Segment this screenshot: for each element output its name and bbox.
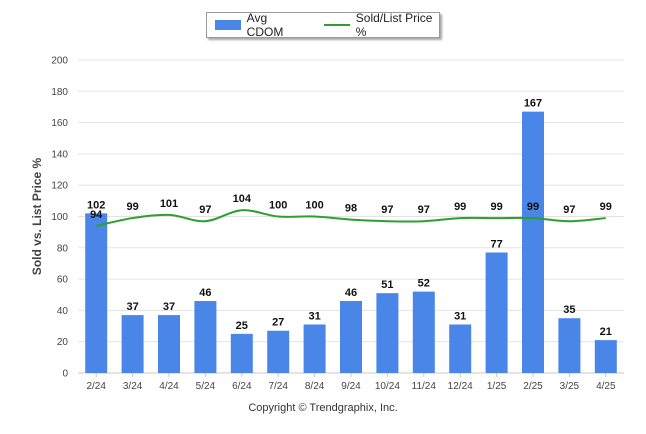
- bar: [230, 333, 253, 373]
- y-tick-label: 80: [57, 243, 69, 254]
- line-data-label: 98: [345, 203, 357, 215]
- bar: [121, 315, 144, 373]
- legend-line-swatch: [324, 24, 350, 26]
- legend: Avg CDOM Sold/List Price %: [206, 11, 440, 39]
- y-tick-label: 120: [51, 181, 68, 192]
- y-tick-label: 200: [51, 56, 68, 67]
- y-tick-label: 100: [51, 212, 68, 223]
- y-tick-label: 0: [62, 369, 68, 380]
- copyright-text: Copyright © Trendgraphix, Inc.: [248, 402, 398, 414]
- bar: [412, 291, 435, 373]
- bar: [558, 318, 581, 373]
- bar-data-label: 51: [381, 279, 393, 291]
- line-data-label: 97: [199, 204, 211, 216]
- bar: [522, 111, 544, 374]
- bar: [194, 301, 217, 373]
- bar-data-label: 31: [454, 310, 466, 322]
- bar-data-label: 21: [600, 326, 612, 338]
- x-tick-label: 3/24: [123, 381, 143, 392]
- bar-data-label: 77: [490, 238, 502, 250]
- line-data-label: 94: [90, 209, 103, 221]
- bar-data-label: 37: [126, 301, 138, 313]
- bar-data-label: 52: [418, 278, 430, 290]
- line-data-label: 99: [454, 201, 466, 213]
- bar: [485, 252, 508, 373]
- bar-data-label: 46: [199, 287, 211, 299]
- bar-data-label: 167: [524, 98, 542, 110]
- legend-item-line: Sold/List Price %: [324, 11, 439, 39]
- line-data-label: 99: [126, 201, 138, 213]
- bar-data-label: 35: [563, 304, 575, 316]
- bar: [267, 330, 290, 373]
- bar: [376, 293, 399, 373]
- bar: [158, 315, 180, 373]
- x-tick-label: 1/25: [487, 381, 507, 392]
- bar: [594, 340, 617, 373]
- line-data-label: 99: [527, 201, 539, 213]
- line-data-label: 101: [160, 198, 178, 210]
- y-tick-label: 160: [51, 118, 68, 129]
- bar-data-label: 25: [236, 320, 248, 332]
- x-tick-label: 2/24: [86, 381, 106, 392]
- bar: [303, 324, 326, 373]
- y-tick-label: 20: [57, 337, 69, 348]
- legend-bar-label: Avg CDOM: [246, 11, 284, 39]
- x-tick-label: 6/24: [232, 381, 252, 392]
- bar-data-label: 46: [345, 287, 357, 299]
- y-tick-label: 40: [57, 306, 69, 317]
- x-tick-label: 9/24: [341, 381, 361, 392]
- line-data-label: 97: [563, 204, 575, 216]
- x-tick-label: 3/25: [560, 381, 580, 392]
- x-tick-label: 4/24: [159, 381, 179, 392]
- y-axis-label: Sold vs. List Price %: [30, 157, 44, 275]
- bar-data-label: 37: [163, 301, 175, 313]
- line-data-label: 99: [490, 201, 502, 213]
- x-tick-label: 2/25: [523, 381, 543, 392]
- legend-item-bar: Avg CDOM: [215, 11, 302, 39]
- bar-data-label: 27: [272, 317, 284, 329]
- x-tick-label: 12/24: [448, 381, 473, 392]
- x-tick-label: 5/24: [196, 381, 216, 392]
- bar-data-label: 31: [308, 310, 320, 322]
- x-tick-label: 4/25: [596, 381, 616, 392]
- line-series: [95, 209, 606, 227]
- bar: [449, 324, 472, 373]
- bar-data-label: 102: [87, 199, 105, 211]
- x-tick-label: 7/24: [268, 381, 288, 392]
- legend-line-label: Sold/List Price %: [355, 11, 433, 39]
- x-tick-label: 11/24: [412, 381, 437, 392]
- x-tick-label: 10/24: [375, 381, 400, 392]
- bar: [340, 301, 362, 373]
- line-data-label: 99: [600, 201, 612, 213]
- y-tick-label: 140: [51, 149, 68, 160]
- y-tick-label: 60: [57, 275, 69, 286]
- line-data-label: 97: [381, 204, 393, 216]
- line-data-label: 97: [418, 204, 430, 216]
- line-data-label: 104: [233, 193, 252, 205]
- line-data-label: 100: [269, 200, 287, 212]
- legend-bar-swatch: [215, 20, 241, 30]
- y-tick-label: 180: [51, 87, 68, 98]
- bar: [85, 213, 108, 373]
- x-tick-label: 8/24: [305, 381, 325, 392]
- line-data-label: 100: [305, 200, 323, 212]
